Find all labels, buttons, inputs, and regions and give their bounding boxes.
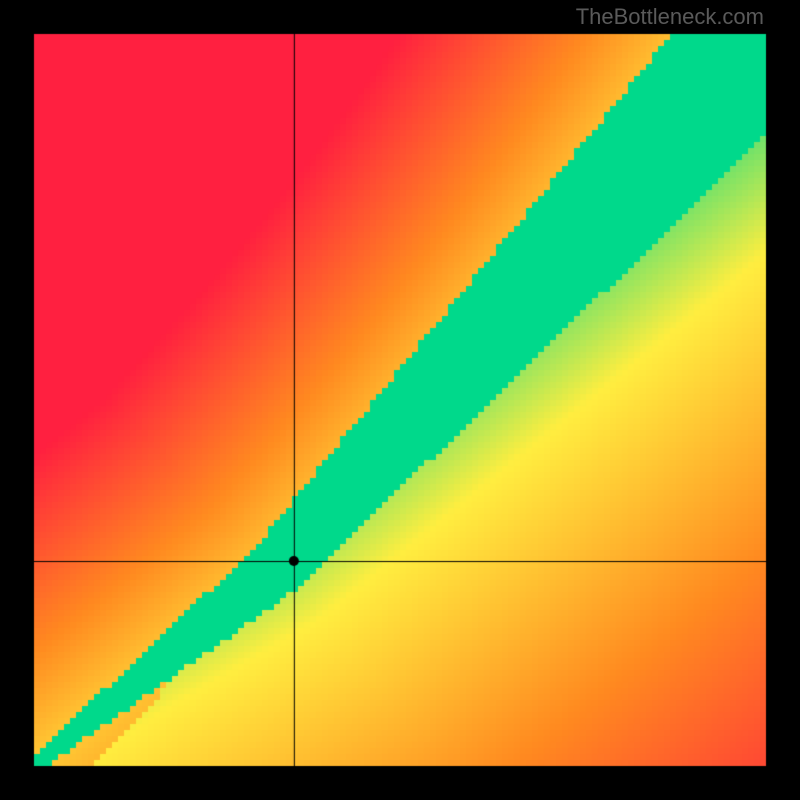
watermark-text: TheBottleneck.com: [576, 4, 764, 30]
heatmap-canvas: [0, 0, 800, 800]
chart-container: TheBottleneck.com: [0, 0, 800, 800]
heatmap-plot: [0, 0, 800, 800]
